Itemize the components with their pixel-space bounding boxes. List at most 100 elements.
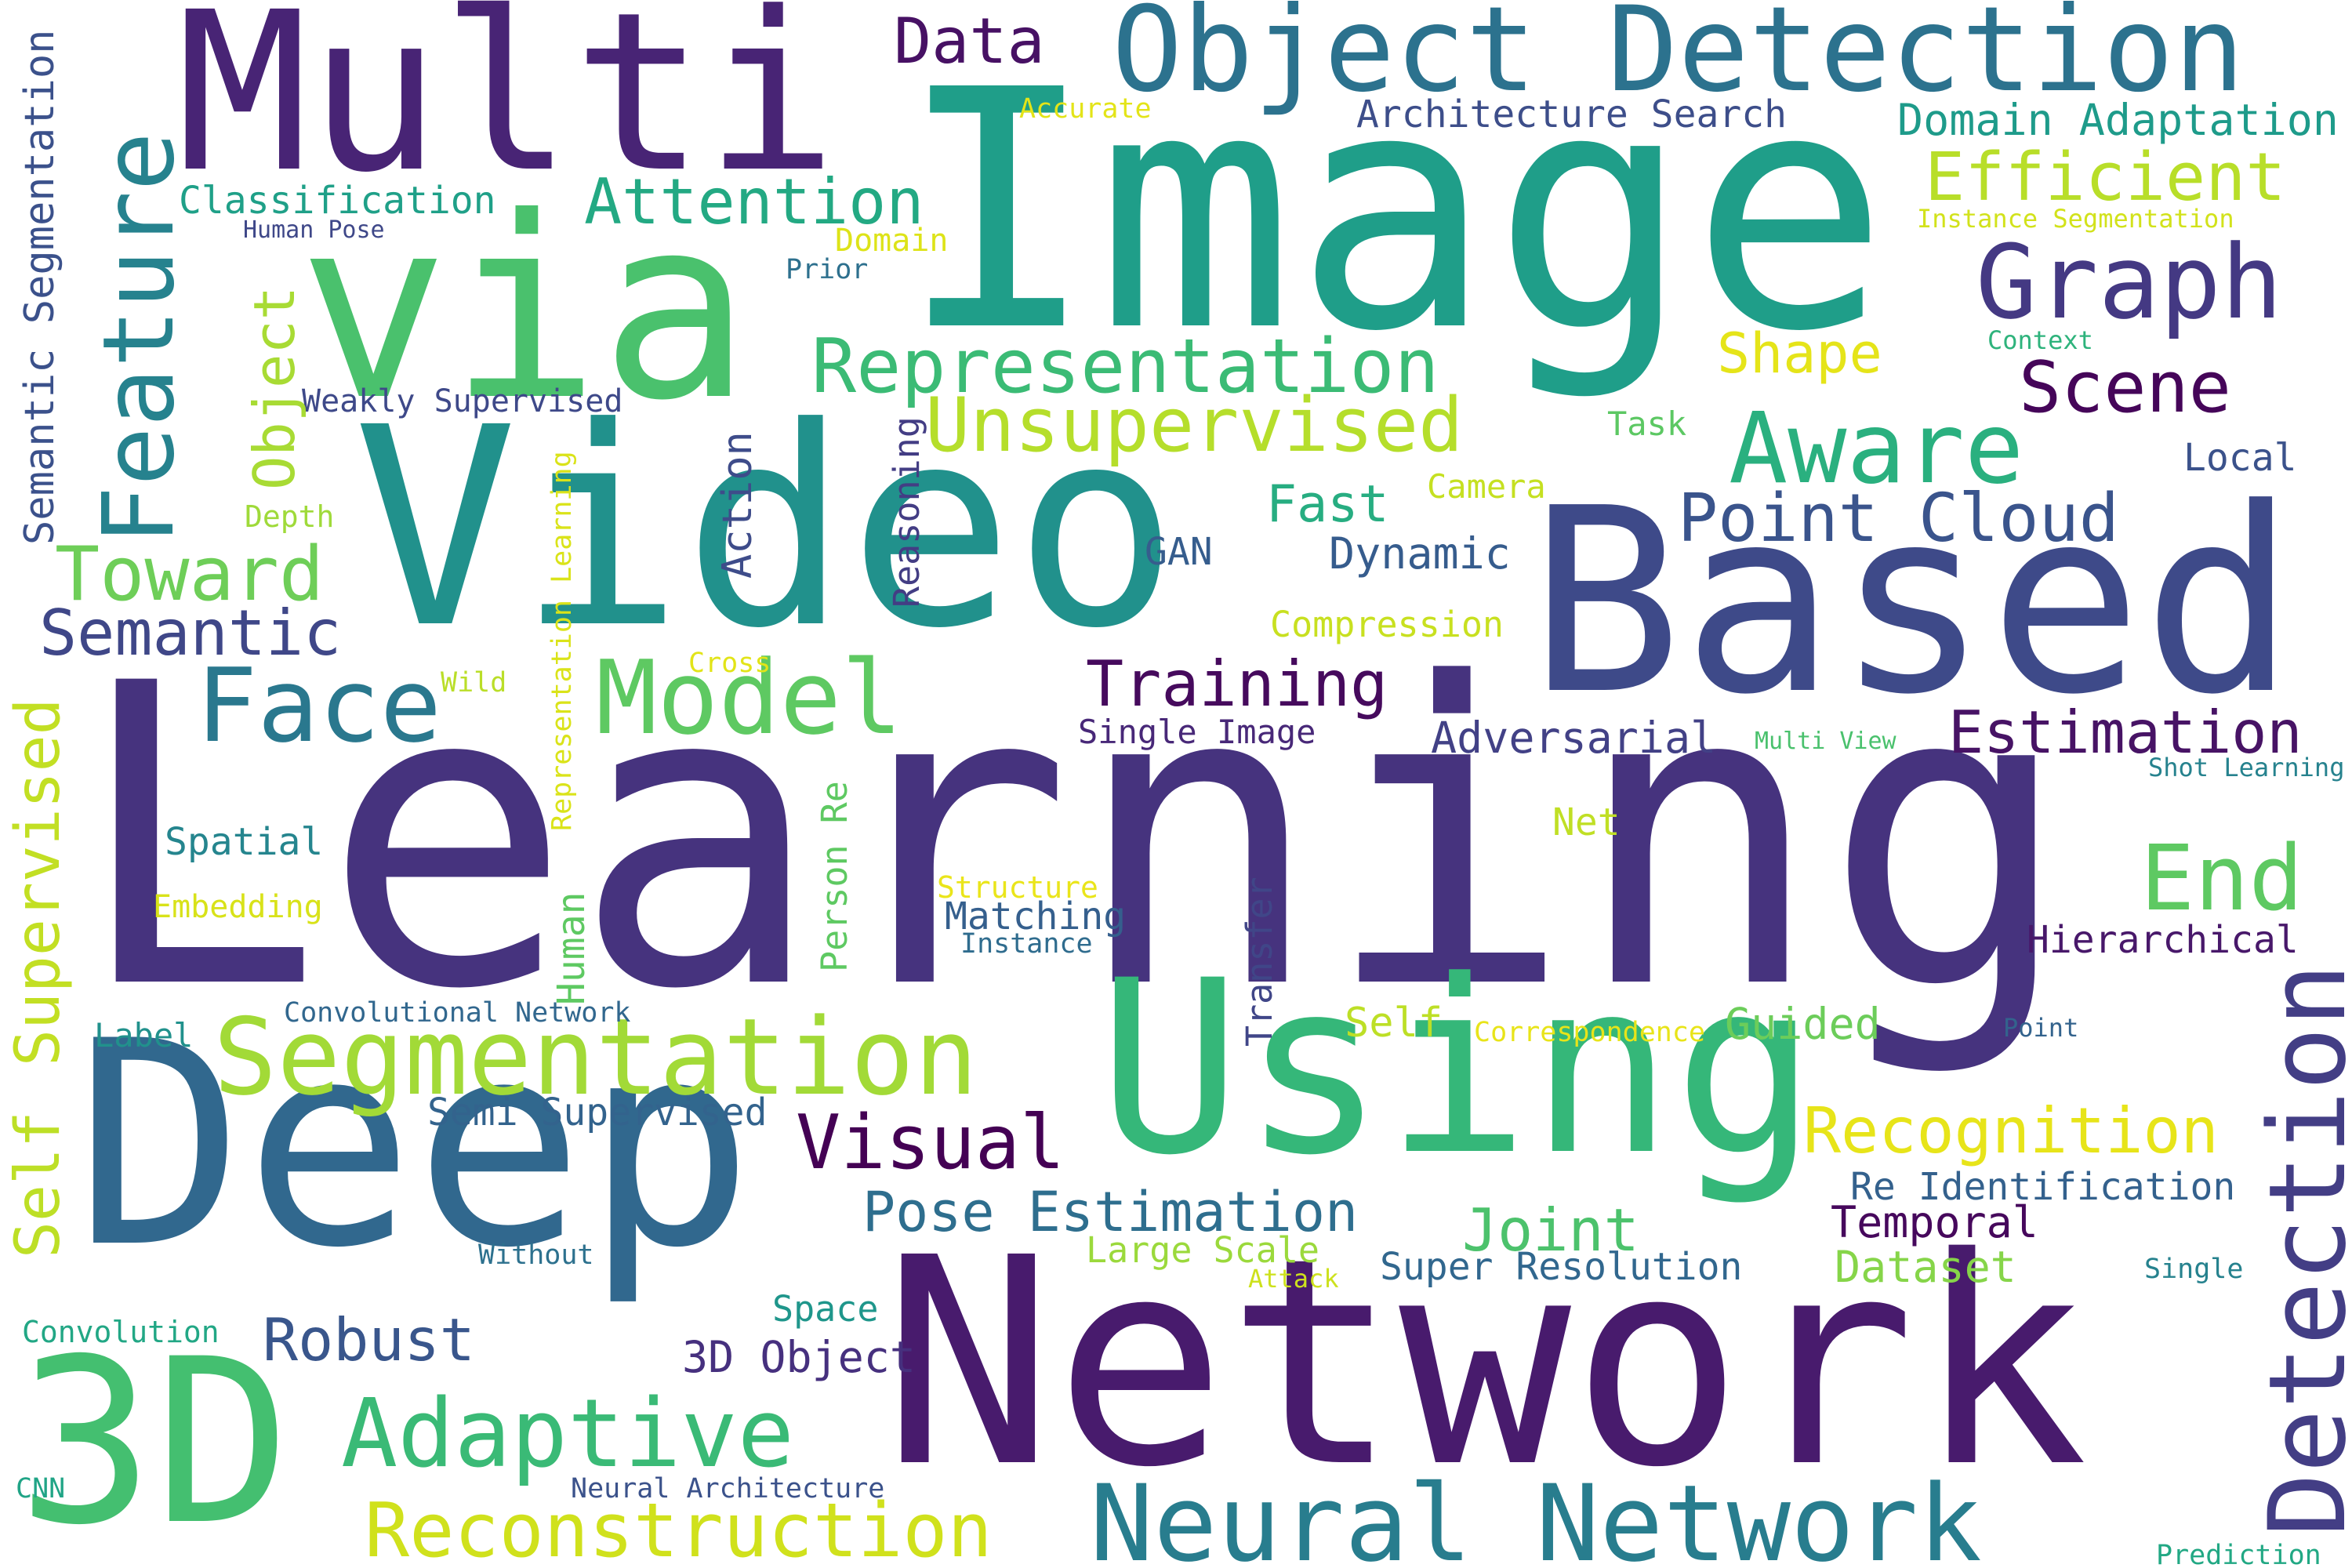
word-neural-architecture: Neural Architecture (571, 1473, 884, 1504)
word-efficient: Efficient (1925, 139, 2286, 216)
word-matching: Matching (945, 895, 1126, 938)
word-object-detection: Object Detection (1112, 0, 2245, 118)
word-data: Data (894, 5, 1045, 78)
word-cnn: CNN (16, 1473, 65, 1504)
word-video: Video (353, 368, 1179, 688)
word-based: Based (1529, 453, 2296, 750)
word-structure: Structure (937, 870, 1098, 905)
word-transfer: Transfer (1239, 877, 1280, 1047)
word-human-pose: Human Pose (243, 216, 385, 244)
word-hierarchical: Hierarchical (2027, 918, 2299, 962)
word-attack: Attack (1248, 1264, 1339, 1294)
word-prior: Prior (786, 254, 868, 285)
word-graph: Graph (1976, 223, 2282, 342)
word-accurate: Accurate (1019, 93, 1152, 125)
word-aware: Aware (1729, 392, 2024, 506)
word-convolutional-network: Convolutional Network (284, 997, 631, 1029)
word-learning: Learning (72, 596, 2074, 1080)
word-toward: Toward (55, 532, 324, 618)
word-without: Without (478, 1240, 594, 1271)
word-net: Net (1552, 800, 1621, 844)
word-training: Training (1086, 648, 1388, 720)
word-point-cloud: Point Cloud (1678, 480, 2119, 557)
word-segmentation: Segmentation (213, 996, 978, 1119)
word-multi-view: Multi View (1755, 728, 1897, 755)
word-weakly-supervised: Weakly Supervised (302, 383, 622, 419)
word-network: Network (882, 1197, 2088, 1530)
word-object: Object (241, 286, 307, 490)
word-joint: Joint (1462, 1196, 1639, 1265)
word-semi-supervised: Semi Supervised (427, 1091, 767, 1134)
word-multi: Multi (176, 0, 837, 221)
word-wild: Wild (441, 667, 506, 699)
word-point: Point (2003, 1013, 2078, 1043)
word-detection: Detection (2246, 964, 2352, 1537)
word-reasoning: Reasoning (886, 416, 927, 608)
word-dynamic: Dynamic (1329, 528, 1511, 579)
word-person-re: Person Re (814, 781, 855, 972)
word-embedding: Embedding (153, 889, 323, 925)
word-via: via (298, 164, 751, 456)
word-image: Image (898, 20, 1889, 404)
word-single: Single (2144, 1254, 2243, 1285)
word-prediction: Prediction (2156, 1540, 2321, 1568)
word-self-small: Self (1345, 1000, 1443, 1047)
word-robust: Robust (263, 1305, 475, 1374)
word-model: Feature (82, 132, 196, 545)
word-deep: Deep (74, 981, 754, 1309)
word-instance: Instance (960, 928, 1093, 960)
word-shot-learning: Shot Learning (2148, 753, 2344, 782)
word-dataset: Dataset (1835, 1242, 2016, 1292)
word-neural-network: Neural Network (1090, 1462, 1982, 1568)
word-3d: 3D (17, 1311, 291, 1568)
word-representation-learning: Representation Learning (546, 451, 578, 831)
word-estimation: Estimation (1948, 698, 2303, 767)
word-attention: Attention (584, 165, 924, 238)
word-cross: Cross (688, 648, 771, 679)
word-compression: Compression (1270, 604, 1504, 645)
word-context: Context (1987, 325, 2093, 355)
word-pose-estimation: Pose Estimation (862, 1180, 1358, 1244)
word-semantic-segmentation: Semantic Segmentation (16, 30, 64, 545)
word-temporal: Temporal (1831, 1197, 2038, 1247)
word-face: Face (196, 646, 441, 765)
word-supervised: Supervised (3, 698, 74, 1066)
word-convolution: Convolution (22, 1315, 220, 1349)
word-space: Space (772, 1288, 878, 1330)
word-representation: Representation (811, 324, 1439, 410)
word-shape: Shape (1717, 321, 1882, 386)
word-label: Label (94, 1016, 193, 1054)
word-instance-segmentation: Instance Segmentation (1917, 204, 2234, 234)
word-human: Human (550, 892, 593, 1006)
word-classification: Classification (179, 179, 496, 223)
word-single-image: Single Image (1078, 713, 1316, 751)
word-spatial: Spatial (165, 820, 323, 864)
word-re-identification: Re Identification (1850, 1165, 2235, 1209)
word-local: Local (2183, 436, 2297, 480)
word-adversarial: Adversarial (1431, 713, 1716, 763)
word-semantic: Semantic (39, 597, 341, 670)
word-recognition: Recognition (1803, 1094, 2219, 1167)
word-large-scale: Large Scale (1086, 1229, 1319, 1271)
word-self: Self (3, 1111, 74, 1258)
word-depth: Depth (245, 499, 334, 534)
word-visual: Visual (796, 1100, 1065, 1186)
word-adaptive: Adaptive (341, 1380, 794, 1489)
word-fast: Fast (1266, 475, 1389, 534)
word-domain-adaptation: Domain Adaptation (1897, 95, 2339, 145)
word-unsupervised: Unsupervised (925, 383, 1463, 469)
word-domain: Domain (835, 223, 949, 259)
word-correspondence: Correspondence (1474, 1017, 1705, 1048)
word-3d-object: 3D Object (682, 1332, 916, 1382)
word-gan: GAN (1145, 530, 1213, 574)
word-end: End (2140, 826, 2303, 931)
word-guided: Guided (1725, 999, 1881, 1049)
word-using: Using (1098, 929, 1817, 1207)
word-reconstruction: Reconstruction (365, 1488, 993, 1568)
word-scene: Scene (2019, 347, 2231, 429)
word-feature: Model (596, 638, 902, 757)
word-task: Task (1607, 405, 1686, 443)
word-super-resolution: Super Resolution (1380, 1245, 1742, 1289)
word-action: Action (714, 431, 761, 579)
